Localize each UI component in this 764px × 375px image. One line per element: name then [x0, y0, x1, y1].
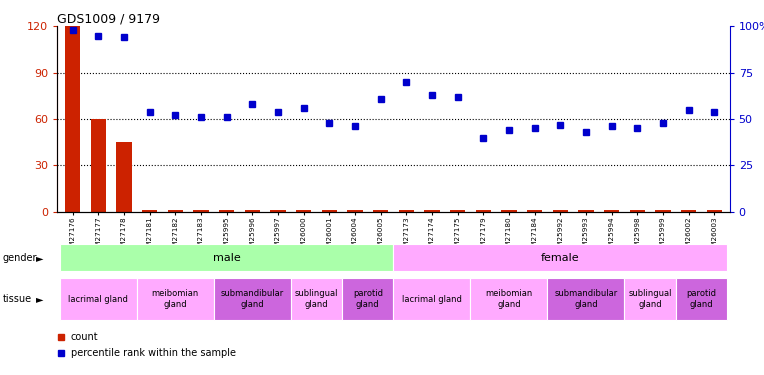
Bar	[116, 142, 131, 212]
Text: GDS1009 / 9179: GDS1009 / 9179	[57, 12, 160, 25]
Bar	[471, 278, 548, 320]
Bar	[450, 210, 465, 212]
Bar	[393, 278, 471, 320]
Bar	[348, 210, 363, 212]
Text: ►: ►	[36, 294, 44, 304]
Bar	[214, 278, 291, 320]
Bar	[322, 210, 337, 212]
Text: submandibular
gland: submandibular gland	[221, 290, 284, 309]
Text: lacrimal gland: lacrimal gland	[69, 295, 128, 304]
Text: lacrimal gland: lacrimal gland	[402, 295, 462, 304]
Bar	[630, 210, 645, 212]
Text: sublingual
gland: sublingual gland	[628, 290, 672, 309]
Text: ►: ►	[36, 253, 44, 263]
Bar	[142, 210, 157, 212]
Text: female: female	[541, 253, 580, 263]
Bar	[475, 210, 491, 212]
Bar	[291, 278, 342, 320]
Bar	[548, 278, 624, 320]
Bar	[393, 244, 727, 272]
Bar	[219, 210, 235, 212]
Text: tissue: tissue	[2, 294, 31, 304]
Text: gender: gender	[2, 253, 37, 263]
Bar	[707, 210, 722, 212]
Bar	[624, 278, 675, 320]
Text: male: male	[213, 253, 241, 263]
Bar	[501, 210, 516, 212]
Bar	[167, 210, 183, 212]
Bar	[681, 210, 696, 212]
Text: sublingual
gland: sublingual gland	[295, 290, 338, 309]
Bar	[424, 210, 439, 212]
Bar	[604, 210, 620, 212]
Text: percentile rank within the sample: percentile rank within the sample	[71, 348, 236, 358]
Bar	[296, 210, 312, 212]
Bar	[91, 119, 106, 212]
Bar	[65, 26, 80, 212]
Bar	[60, 278, 137, 320]
Bar	[578, 210, 594, 212]
Text: meibomian
gland: meibomian gland	[485, 290, 533, 309]
Bar	[399, 210, 414, 212]
Text: parotid
gland: parotid gland	[353, 290, 383, 309]
Bar	[552, 210, 568, 212]
Text: count: count	[71, 332, 99, 342]
Bar	[373, 210, 388, 212]
Text: meibomian
gland: meibomian gland	[152, 290, 199, 309]
Bar	[244, 210, 260, 212]
Text: parotid
gland: parotid gland	[686, 290, 717, 309]
Bar	[656, 210, 671, 212]
Bar	[342, 278, 393, 320]
Bar	[60, 244, 393, 272]
Bar	[675, 278, 727, 320]
Bar	[270, 210, 286, 212]
Bar	[193, 210, 209, 212]
Bar	[137, 278, 214, 320]
Bar	[527, 210, 542, 212]
Text: submandibular
gland: submandibular gland	[555, 290, 617, 309]
